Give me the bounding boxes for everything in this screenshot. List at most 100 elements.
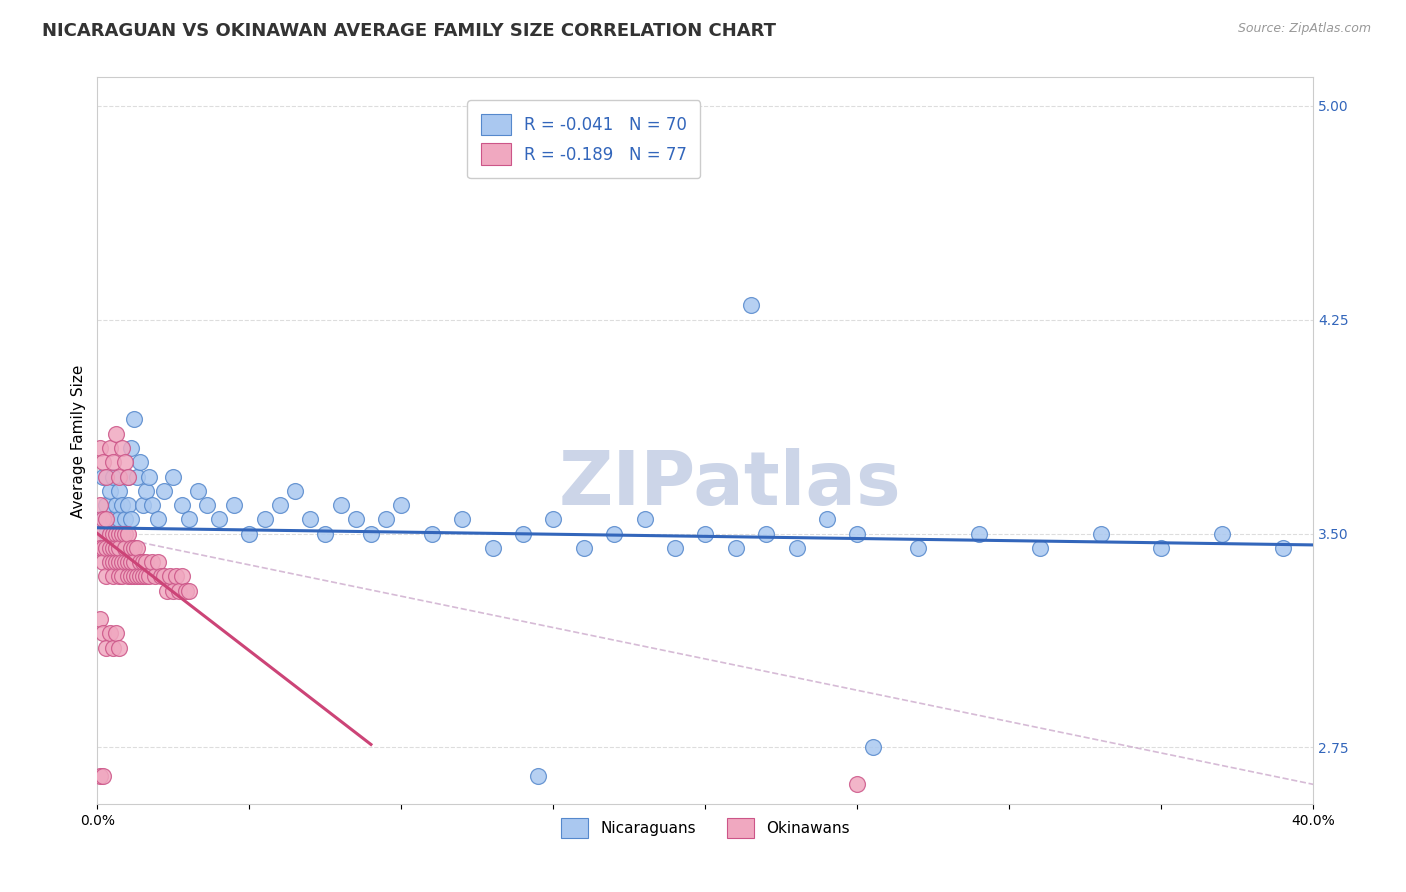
Point (135, 483, 157, 498)
Point (98, 483, 121, 498)
Point (724, 541, 747, 555)
Point (172, 498, 194, 512)
Point (107, 555, 129, 569)
Point (129, 455, 152, 469)
Point (96, 640, 118, 655)
Point (420, 526, 443, 541)
Point (107, 541, 129, 555)
Point (120, 512, 142, 526)
Point (89, 526, 111, 541)
Point (572, 541, 595, 555)
Point (107, 526, 129, 541)
Point (208, 512, 231, 526)
Y-axis label: Average Family Size: Average Family Size (72, 364, 86, 517)
Point (138, 469, 160, 483)
Point (543, 512, 565, 526)
Point (117, 498, 139, 512)
Point (101, 469, 124, 483)
Point (107, 483, 129, 498)
Point (117, 469, 139, 483)
Point (132, 498, 155, 512)
Point (101, 455, 124, 469)
Point (132, 555, 155, 569)
Point (153, 483, 176, 498)
Point (159, 569, 181, 583)
Point (314, 526, 336, 541)
Point (143, 569, 166, 583)
Point (156, 583, 179, 598)
Point (111, 569, 134, 583)
Point (93, 469, 115, 483)
Point (138, 569, 160, 583)
Point (174, 583, 197, 598)
Point (169, 583, 191, 598)
Point (786, 541, 808, 555)
Point (141, 498, 163, 512)
Point (101, 512, 124, 526)
Point (96, 526, 118, 541)
Point (104, 626, 127, 640)
Point (284, 483, 307, 498)
Point (162, 583, 184, 598)
Point (125, 541, 148, 555)
Point (96, 569, 118, 583)
Point (129, 555, 152, 569)
Point (111, 526, 134, 541)
Point (389, 498, 412, 512)
Text: Source: ZipAtlas.com: Source: ZipAtlas.com (1237, 22, 1371, 36)
Point (664, 541, 686, 555)
Point (114, 455, 136, 469)
Point (101, 640, 124, 655)
Point (117, 569, 139, 583)
Point (89, 612, 111, 626)
Point (101, 555, 124, 569)
Point (481, 541, 503, 555)
Point (98, 441, 121, 455)
Point (89, 498, 111, 512)
Point (93, 626, 115, 640)
Point (120, 569, 142, 583)
Point (755, 526, 778, 541)
Point (114, 555, 136, 569)
Point (329, 498, 352, 512)
Point (96, 541, 118, 555)
Text: NICARAGUAN VS OKINAWAN AVERAGE FAMILY SIZE CORRELATION CHART: NICARAGUAN VS OKINAWAN AVERAGE FAMILY SI… (42, 22, 776, 40)
Point (98, 555, 121, 569)
Point (111, 498, 134, 512)
Point (360, 526, 382, 541)
Point (120, 541, 142, 555)
Point (111, 555, 134, 569)
Legend: Nicaraguans, Okinawans: Nicaraguans, Okinawans (554, 812, 856, 844)
Point (122, 412, 145, 426)
Point (1211, 526, 1233, 541)
Point (177, 512, 200, 526)
Point (967, 526, 990, 541)
Point (93, 541, 115, 555)
Point (344, 512, 367, 526)
Point (104, 426, 127, 441)
Point (815, 512, 838, 526)
Point (1029, 541, 1052, 555)
Point (107, 512, 129, 526)
Point (122, 569, 145, 583)
Point (89, 441, 111, 455)
Point (153, 569, 176, 583)
Point (165, 569, 187, 583)
Point (114, 512, 136, 526)
Point (846, 777, 869, 791)
Point (104, 555, 127, 569)
Point (451, 512, 474, 526)
Point (269, 498, 291, 512)
Point (89, 769, 111, 783)
Point (98, 526, 121, 541)
Point (740, 298, 762, 312)
Point (120, 555, 142, 569)
Point (172, 569, 194, 583)
Point (114, 541, 136, 555)
Point (104, 498, 127, 512)
Point (150, 569, 173, 583)
Point (907, 541, 929, 555)
Point (101, 526, 124, 541)
Point (98, 555, 121, 569)
Point (98, 541, 121, 555)
